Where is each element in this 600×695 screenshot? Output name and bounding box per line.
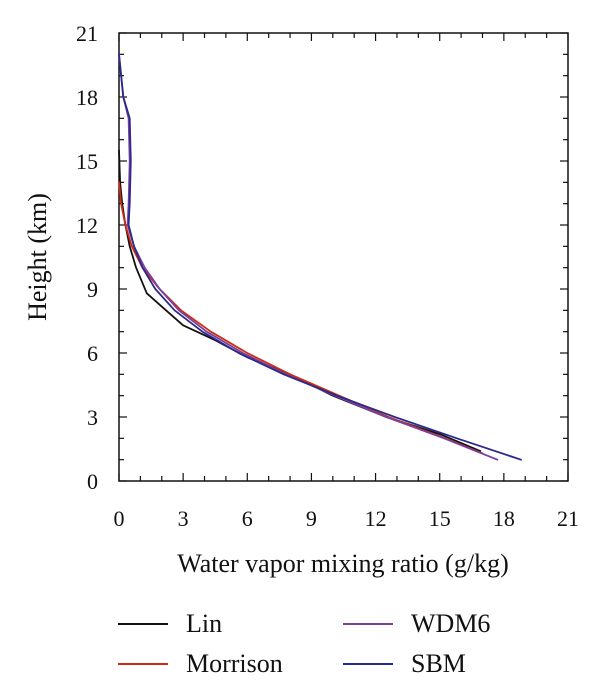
legend-label-morrison: Morrison bbox=[186, 649, 283, 678]
legend-swatch-sbm bbox=[343, 663, 393, 665]
y-tick-label: 9 bbox=[87, 277, 98, 302]
series-line-morrison bbox=[118, 181, 484, 455]
x-tick-label: 9 bbox=[306, 506, 317, 531]
y-tick-label: 18 bbox=[76, 85, 98, 110]
x-axis-title: Water vapor mixing ratio (g/kg) bbox=[177, 549, 508, 578]
plot-frame bbox=[118, 32, 569, 482]
legend-item-wdm6: WDM6 bbox=[343, 604, 490, 644]
y-tick-label: 12 bbox=[76, 213, 98, 238]
x-tick-label: 15 bbox=[429, 506, 451, 531]
x-tick-label: 6 bbox=[242, 506, 253, 531]
legend-item-morrison: Morrison bbox=[118, 644, 283, 684]
series-line-lin bbox=[118, 149, 482, 453]
y-tick-label: 0 bbox=[87, 469, 98, 494]
legend-item-sbm: SBM bbox=[343, 644, 466, 684]
legend-swatch-lin bbox=[118, 623, 168, 625]
legend-label-lin: Lin bbox=[186, 609, 223, 638]
y-tick-label: 3 bbox=[87, 405, 98, 430]
series-line-sbm bbox=[118, 53, 522, 461]
legend-label-sbm: SBM bbox=[411, 649, 466, 678]
y-axis-title: Height (km) bbox=[23, 193, 52, 321]
x-tick-label: 21 bbox=[557, 506, 579, 531]
legend-item-lin: Lin bbox=[118, 604, 222, 644]
x-tick-label: 0 bbox=[114, 506, 125, 531]
series-layer bbox=[118, 53, 522, 461]
y-tick-label: 15 bbox=[76, 149, 98, 174]
legend-swatch-morrison bbox=[118, 663, 168, 665]
x-tick-label: 3 bbox=[178, 506, 189, 531]
legend: Lin Morrison WDM6 SBM bbox=[0, 600, 600, 690]
legend-label-wdm6: WDM6 bbox=[411, 609, 491, 638]
series-line-wdm6 bbox=[118, 53, 499, 461]
x-tick-label: 12 bbox=[365, 506, 387, 531]
x-tick-label: 18 bbox=[493, 506, 515, 531]
y-tick-label: 21 bbox=[76, 21, 98, 46]
chart: 0 3 6 9 12 15 18 21 0 3 6 9 12 15 18 21 Water vapor mix… bbox=[23, 21, 579, 578]
axis-ticks: 0 3 6 9 12 15 18 21 0 3 6 9 12 15 18 21 bbox=[76, 21, 579, 531]
legend-swatch-wdm6 bbox=[343, 623, 393, 625]
y-tick-label: 6 bbox=[87, 341, 98, 366]
